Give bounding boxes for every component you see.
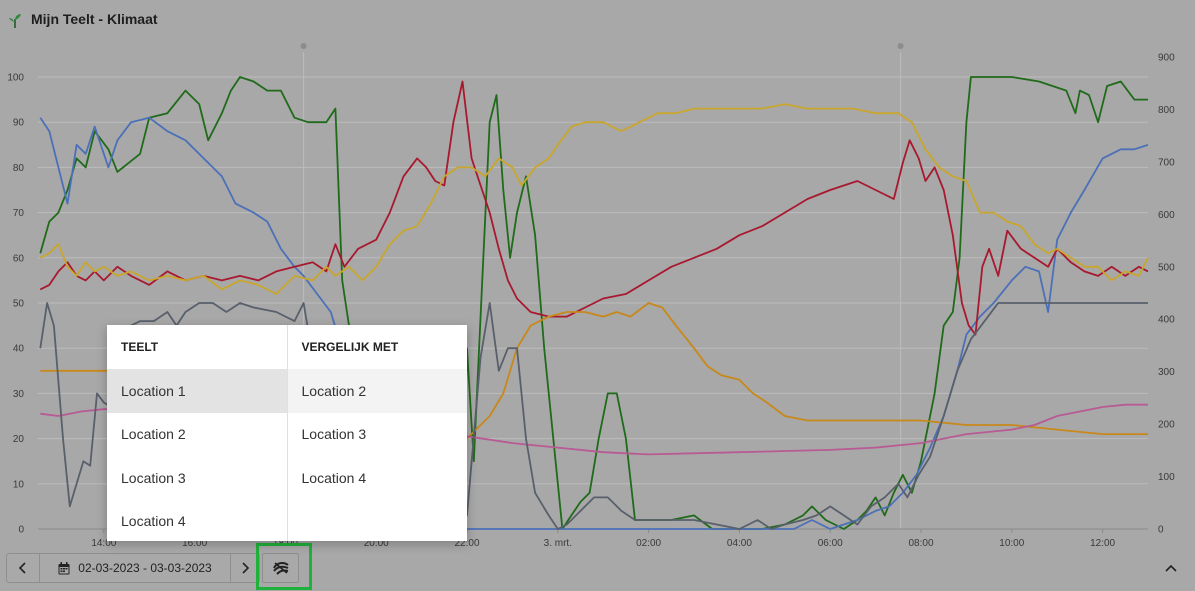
compare-option-location-2[interactable]: Location 2 [287,369,467,413]
date-range-label: 02-03-2023 - 03-03-2023 [78,561,212,575]
chevron-left-icon [18,562,26,574]
teelt-column: TEELT Location 1 Location 2 Location 3 L… [107,325,288,541]
teelt-option-location-2[interactable]: Location 2 [121,426,186,443]
x-tick-label: 06:00 [818,538,843,549]
sun-icon [897,43,904,49]
climate-line-chart: 0 10 20 30 40 50 60 70 80 90 100 0 100 200 300 400 500 60… [7,43,1175,549]
next-period-button[interactable] [230,553,260,583]
y-left-tick-label: 100 [7,73,24,84]
y-right-tick-label: 800 [1158,105,1175,116]
teelt-option-location-4[interactable]: Location 4 [121,513,186,530]
calendar-icon [58,561,70,574]
x-tick-label: 3. mrt. [544,538,572,549]
x-tick-label: 10:00 [999,538,1024,549]
teelt-option-location-3[interactable]: Location 3 [121,469,186,486]
y-left-tick-label: 40 [13,344,25,355]
y-left-tick-label: 80 [13,163,25,174]
y-left-tick-label: 50 [13,299,25,310]
y-left-tick-label: 20 [13,434,25,445]
sun-icon [300,43,307,49]
y-right-tick-label: 200 [1158,420,1175,431]
teelt-option-location-1[interactable]: Location 1 [107,369,287,413]
y-left-tick-label: 30 [13,389,25,400]
y-left-tick-label: 70 [13,208,25,219]
x-tick-label: 12:00 [1090,538,1115,549]
date-range-picker[interactable]: 02-03-2023 - 03-03-2023 [39,553,231,583]
series-line-7 [39,302,1148,530]
x-tick-label: 08:00 [908,538,933,549]
compare-option-location-3[interactable]: Location 3 [301,426,367,443]
y-right-tick-label: 600 [1158,210,1175,221]
y-right-tick-label: 700 [1158,157,1175,168]
x-tick-label: 20:00 [364,538,389,549]
compare-locations-button[interactable] [262,553,299,583]
x-tick-label: 04:00 [727,538,752,549]
x-tick-label: 16:00 [182,538,207,549]
x-tick-label: 22:00 [455,538,480,549]
collapse-panel-button[interactable] [1163,560,1179,576]
chevron-right-icon [242,562,250,574]
y-right-tick-label: 0 [1158,525,1164,536]
chevron-up-icon [1165,564,1177,572]
vergelijk-met-column: VERGELIJK MET Location 2 Location 3 Loca… [287,325,467,541]
x-tick-label: 02:00 [636,538,661,549]
x-tick-label: 14:00 [91,538,116,549]
app-header: Mijn Teelt - Klimaat [0,0,1195,40]
vergelijk-met-header: VERGELIJK MET [301,340,399,354]
y-right-tick-label: 100 [1158,472,1175,483]
y-left-tick-label: 60 [13,253,25,264]
y-right-tick-label: 900 [1158,53,1175,64]
y-left-tick-label: 10 [13,479,25,490]
series-line-3 [39,80,1149,336]
y-right-tick-label: 400 [1158,315,1175,326]
y-right-tick-label: 500 [1158,262,1175,273]
series-line-1 [39,76,1148,530]
previous-period-button[interactable] [6,553,40,583]
y-left-tick-label: 0 [18,525,24,536]
teelt-header: TEELT [121,340,159,354]
series-line-2 [39,116,1149,530]
location-compare-dropdown: TEELT Location 1 Location 2 Location 3 L… [107,325,467,541]
compare-option-location-4[interactable]: Location 4 [301,469,367,486]
plant-sprout-icon [9,14,21,28]
compare-locations-icon [272,562,289,575]
page-title: Mijn Teelt - Klimaat [31,11,158,27]
y-left-tick-label: 90 [13,118,25,129]
series-line-4 [39,103,1149,295]
y-right-tick-label: 300 [1158,367,1175,378]
